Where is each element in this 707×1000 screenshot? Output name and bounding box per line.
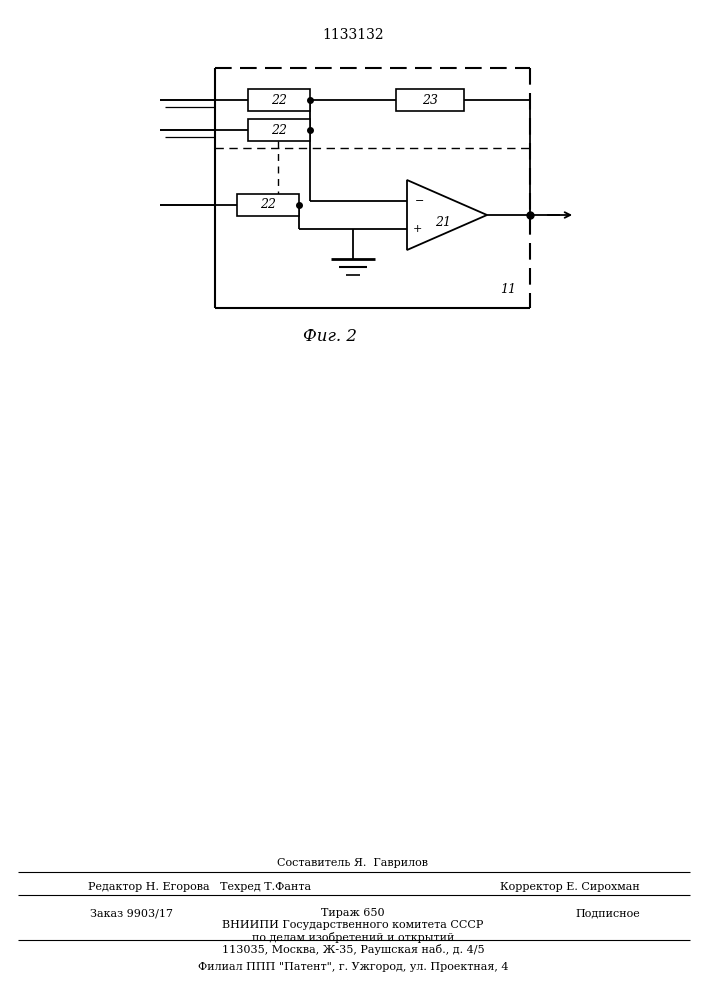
Text: 21: 21 bbox=[435, 217, 451, 230]
Text: Филиал ППП "Патент", г. Ужгород, ул. Проектная, 4: Филиал ППП "Патент", г. Ужгород, ул. Про… bbox=[198, 962, 508, 972]
Text: по делам изобретений и открытий: по делам изобретений и открытий bbox=[252, 932, 454, 943]
Text: ВНИИПИ Государственного комитета СССР: ВНИИПИ Государственного комитета СССР bbox=[222, 920, 484, 930]
Text: Фиг. 2: Фиг. 2 bbox=[303, 328, 357, 345]
Text: Составитель Я.  Гаврилов: Составитель Я. Гаврилов bbox=[278, 858, 428, 868]
Text: 113035, Москва, Ж-35, Раушская наб., д. 4/5: 113035, Москва, Ж-35, Раушская наб., д. … bbox=[222, 944, 484, 955]
Text: Тираж 650: Тираж 650 bbox=[321, 908, 385, 918]
Text: 11: 11 bbox=[500, 283, 516, 296]
Bar bbox=[248, 89, 310, 111]
Text: −: − bbox=[415, 196, 424, 206]
Bar bbox=[248, 119, 310, 141]
Text: 22: 22 bbox=[260, 198, 276, 212]
Text: 23: 23 bbox=[422, 94, 438, 106]
Text: Редактор Н. Егорова   Техред Т.Фанта: Редактор Н. Егорова Техред Т.Фанта bbox=[88, 882, 312, 892]
Bar bbox=[396, 89, 464, 111]
Text: 22: 22 bbox=[271, 123, 287, 136]
Text: Корректор Е. Сирохман: Корректор Е. Сирохман bbox=[500, 882, 640, 892]
Text: 1133132: 1133132 bbox=[322, 28, 384, 42]
Text: Заказ 9903/17: Заказ 9903/17 bbox=[90, 908, 173, 918]
Text: 22: 22 bbox=[271, 94, 287, 106]
Bar bbox=[237, 194, 299, 216]
Text: +: + bbox=[413, 224, 422, 234]
Text: Подписное: Подписное bbox=[575, 908, 640, 918]
